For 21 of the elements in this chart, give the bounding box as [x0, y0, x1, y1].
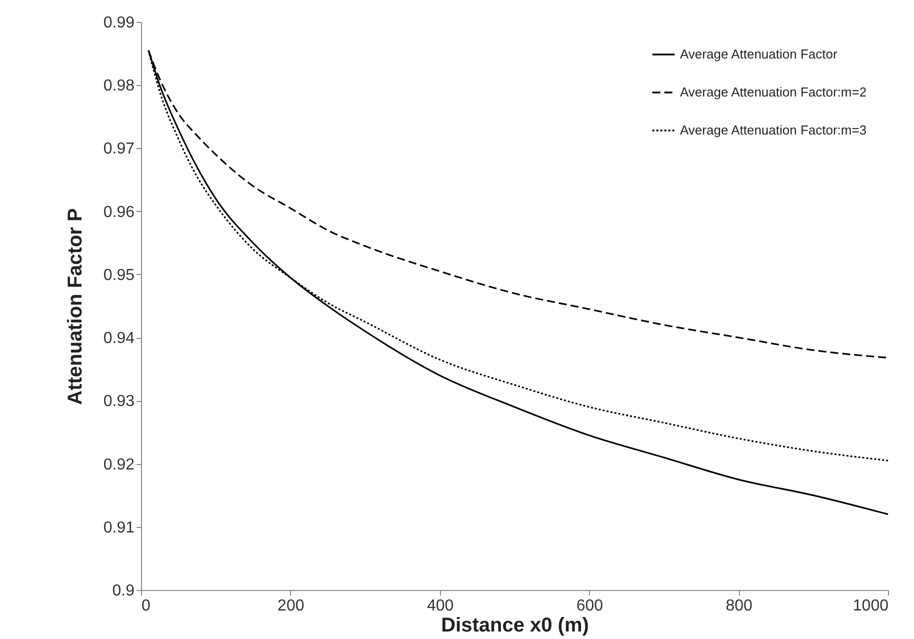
y-tick-label: 0.9 [112, 582, 135, 600]
legend-label: Average Attenuation Factor:m=3 [680, 122, 867, 138]
y-axis-title: Attenuation Factor P [64, 208, 86, 405]
legend-label: Average Attenuation Factor:m=2 [680, 84, 867, 100]
x-tick-label: 200 [278, 598, 304, 614]
x-tick-label: 1000 [852, 598, 889, 614]
legend-label: Average Attenuation Factor [680, 46, 838, 62]
y-tick-label: 0.91 [103, 519, 135, 536]
x-tick-label: 400 [426, 598, 454, 614]
y-tick-label: 0.95 [103, 266, 135, 284]
y-tick-label: 0.93 [103, 393, 135, 410]
x-tick-label: 0 [142, 598, 150, 614]
y-tick-label: 0.98 [103, 78, 135, 95]
y-tick-label: 0.92 [103, 456, 135, 474]
y-tick-label: 0.96 [103, 204, 135, 221]
x-tick-label: 800 [726, 598, 753, 614]
y-tick-label: 0.94 [103, 330, 135, 348]
x-axis-title: Distance x0 (m) [441, 614, 589, 636]
y-tick-label: 0.99 [103, 14, 135, 32]
x-tick-label: 600 [576, 598, 604, 614]
y-tick-label: 0.97 [103, 140, 135, 158]
